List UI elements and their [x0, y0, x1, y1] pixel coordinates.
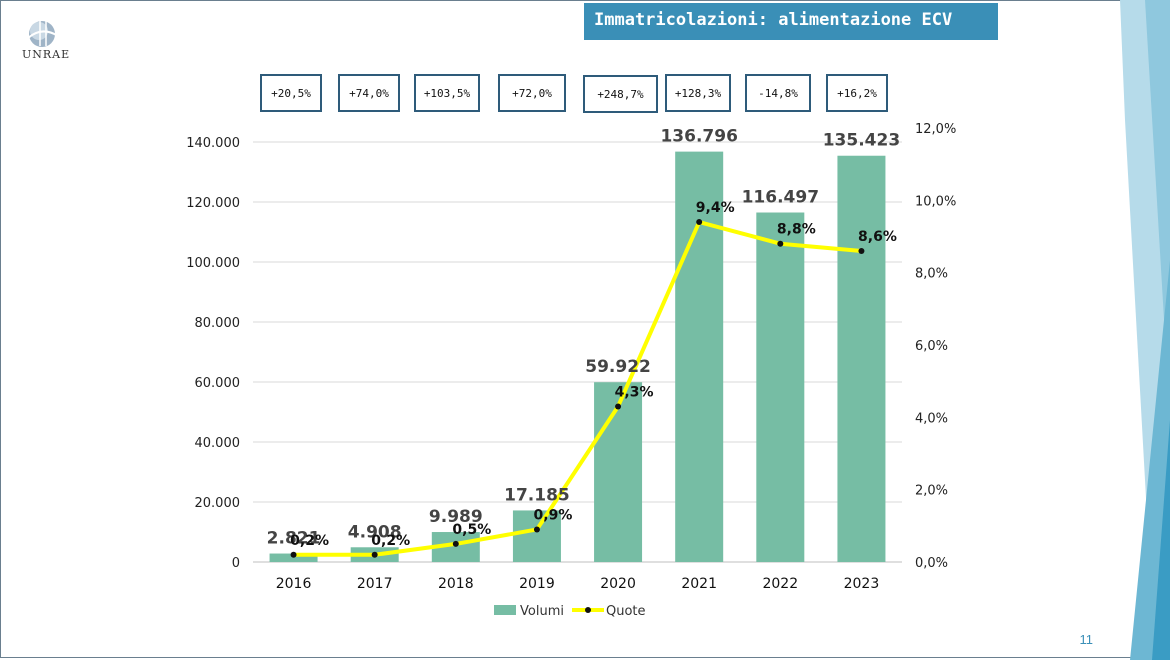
decorative-stripe [1120, 0, 1170, 660]
legend-label-quote: Quote [606, 604, 646, 619]
growth-box: +248,7% [583, 75, 658, 113]
x-tick-label: 2018 [438, 576, 474, 592]
legend-swatch-volumi [494, 605, 516, 615]
unrae-logo [18, 16, 70, 64]
line-series [290, 219, 865, 558]
quote-point [777, 240, 784, 247]
y-left-tick-label: 40.000 [195, 436, 241, 451]
line-value-label: 0,5% [452, 522, 491, 538]
growth-box: +103,5% [414, 74, 480, 112]
bar-value-label: 116.497 [742, 188, 819, 208]
growth-box: +128,3% [665, 74, 731, 112]
y-right-tick-label: 0,0% [915, 556, 948, 571]
bar-value-label: 2.821 [267, 529, 321, 549]
y-left-tick-label: 20.000 [195, 496, 241, 511]
y-right-tick-label: 4,0% [915, 411, 948, 426]
y-left-tick-label: 60.000 [195, 376, 241, 391]
growth-box: -14,8% [745, 74, 811, 112]
quote-point [858, 247, 865, 254]
quote-point [290, 551, 297, 558]
bars-series [269, 151, 886, 562]
x-tick-label: 2023 [844, 576, 880, 592]
line-value-label: 0,9% [534, 507, 573, 523]
bar-value-label: 9.989 [429, 507, 483, 527]
y-right-tick-label: 2,0% [915, 484, 948, 499]
line-value-label: 8,8% [777, 222, 816, 238]
page-number: 11 [1079, 632, 1094, 647]
bar [269, 553, 318, 562]
line-value-label: 4,3% [615, 384, 654, 400]
x-tick-label: 2021 [681, 576, 717, 592]
growth-box: +20,5% [260, 74, 322, 112]
bar-value-label: 4.908 [348, 522, 402, 542]
y-right-tick-label: 10,0% [915, 194, 956, 209]
quote-point [615, 403, 622, 410]
bar [837, 155, 886, 562]
x-tick-label: 2017 [357, 576, 393, 592]
legend: Volumi Quote [494, 604, 646, 619]
y-left-tick-label: 0 [232, 556, 240, 571]
data-labels: 2.821 4.908 9.989 17.185 59.922 136.796 116.49… [267, 127, 900, 549]
y-left-tick-label: 100.000 [186, 256, 240, 271]
bar-value-label: 136.796 [660, 127, 737, 147]
growth-box: +16,2% [826, 74, 888, 112]
line-value-label: 0,2% [290, 533, 329, 549]
x-tick-label: 2020 [600, 576, 636, 592]
line-value-label: 9,4% [696, 200, 735, 216]
quote-line [293, 220, 862, 557]
line-value-label: 8,6% [858, 229, 897, 245]
y-right-tick-label: 8,0% [915, 267, 948, 282]
x-tick-label: 2016 [276, 576, 312, 592]
x-tick-label: 2019 [519, 576, 555, 592]
legend-label-volumi: Volumi [520, 604, 564, 619]
slide-title: Immatricolazioni: alimentazione ECV [584, 3, 998, 40]
y-left-tick-label: 120.000 [186, 196, 240, 211]
bar-value-label: 135.423 [823, 131, 900, 151]
quote-point [371, 551, 378, 558]
quote-point [696, 219, 703, 226]
growth-box: +74,0% [338, 74, 400, 112]
quote-point [533, 526, 540, 533]
bar [756, 212, 805, 562]
x-tick-label: 2022 [762, 576, 798, 592]
y-left-tick-label: 80.000 [195, 316, 241, 331]
bar-value-label: 17.185 [504, 485, 570, 505]
line-value-label: 0,2% [371, 533, 410, 549]
y-left-tick-label: 140.000 [186, 136, 240, 151]
bar [512, 510, 561, 562]
logo-text: UNRAE [22, 48, 71, 61]
legend-swatch-quote-marker [585, 607, 591, 613]
bar-value-label: 59.922 [585, 357, 651, 377]
bar [594, 382, 643, 562]
quote-point [452, 540, 459, 547]
axes: 0 20.000 40.000 60.000 80.000 100.000 120.000 1… [186, 122, 956, 592]
y-right-tick-label: 12,0% [915, 122, 956, 137]
y-right-tick-label: 6,0% [915, 339, 948, 354]
growth-box: +72,0% [498, 74, 566, 112]
